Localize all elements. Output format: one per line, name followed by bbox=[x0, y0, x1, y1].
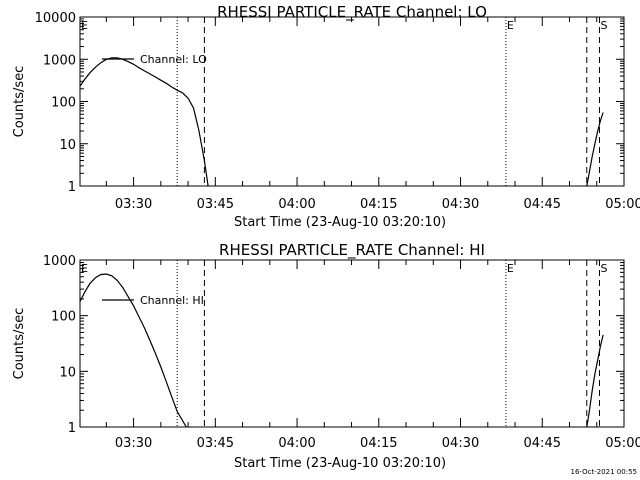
y-axis-label: Counts/sec bbox=[12, 308, 27, 380]
chart-title: RHESSI PARTICLE_RATE Channel: HI bbox=[219, 241, 485, 260]
x-axis-label: Start Time (23-Aug-10 03:20:10) bbox=[234, 215, 446, 230]
x-tick-label: 03:45 bbox=[197, 197, 234, 212]
x-axis-label: Start Time (23-Aug-10 03:20:10) bbox=[234, 456, 446, 471]
x-tick-label: 04:00 bbox=[278, 197, 315, 212]
plot-frame bbox=[79, 16, 625, 187]
event-marker-label: E bbox=[507, 262, 514, 275]
y-tick-label: 100 bbox=[51, 310, 76, 325]
y-tick-label: 1 bbox=[68, 421, 76, 436]
y-tick-label: 1000 bbox=[43, 254, 76, 269]
series-line bbox=[586, 334, 604, 428]
x-tick-label: 03:30 bbox=[115, 436, 152, 451]
y-tick-label: 100 bbox=[51, 96, 76, 111]
y-axis-label: Counts/sec bbox=[12, 66, 27, 138]
x-tick-label: 04:45 bbox=[524, 197, 561, 212]
y-tick-label: 1000 bbox=[43, 53, 76, 68]
panel-lo: RHESSI PARTICLE_RATE Channel: LO11010010… bbox=[12, 3, 640, 230]
event-marker-label: S bbox=[600, 262, 607, 275]
x-tick-label: 04:15 bbox=[360, 436, 397, 451]
x-tick-label: 04:15 bbox=[360, 197, 397, 212]
panel-hi: RHESSI PARTICLE_RATE Channel: HI 1 10 100 10… bbox=[12, 241, 640, 471]
legend-label: Channel: HI bbox=[140, 294, 204, 307]
event-marker-label: E bbox=[81, 19, 88, 32]
plot-frame bbox=[79, 259, 625, 428]
event-marker-label: S bbox=[600, 19, 607, 32]
x-tick-label: 04:45 bbox=[524, 436, 561, 451]
footer-timestamp: 16-Oct-2021 00:55 bbox=[571, 468, 637, 476]
series-line bbox=[79, 57, 209, 187]
event-marker-label: E bbox=[507, 19, 514, 32]
y-tick-label: 10000 bbox=[35, 11, 76, 26]
series-line bbox=[79, 273, 187, 428]
y-tick-label: 1 bbox=[68, 180, 76, 195]
x-tick-label: 04:30 bbox=[442, 197, 479, 212]
x-tick-label: 05:00 bbox=[605, 436, 640, 451]
series-line bbox=[586, 112, 604, 187]
y-tick-label: 10 bbox=[59, 365, 76, 380]
x-tick-label: 03:30 bbox=[115, 197, 152, 212]
event-marker-label: E bbox=[81, 262, 88, 275]
x-tick-label: 03:45 bbox=[197, 436, 234, 451]
legend-label: Channel: LO bbox=[140, 53, 207, 66]
y-tick-label: 10 bbox=[59, 138, 76, 153]
x-tick-label: 04:30 bbox=[442, 436, 479, 451]
x-tick-label: 05:00 bbox=[605, 197, 640, 212]
x-tick-label: 04:00 bbox=[278, 436, 315, 451]
